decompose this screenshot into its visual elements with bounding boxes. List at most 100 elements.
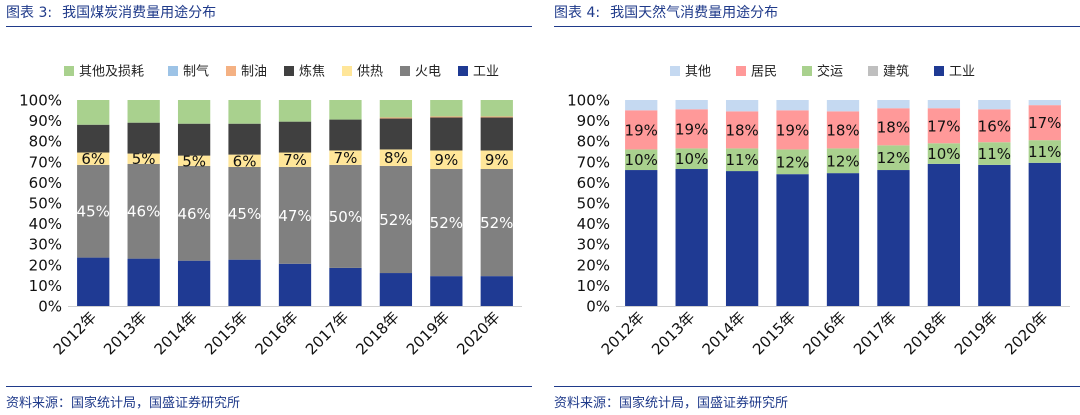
gas-legend-swatch <box>868 66 878 76</box>
coal-bar-stack: 52% 9% <box>480 100 513 306</box>
gas-legend-item: 居民 <box>736 65 777 80</box>
gas-source-rule <box>554 386 1080 387</box>
coal-bar-segment <box>480 276 513 306</box>
coal-title-rule <box>6 26 532 27</box>
coal-bar-segment <box>177 123 211 156</box>
coal-bar-segment <box>228 259 261 306</box>
coal-x-tick-label: 2017年 <box>302 308 352 358</box>
gas-data-label: 19% <box>776 121 809 139</box>
coal-data-label: 9% <box>434 151 458 169</box>
coal-legend: 其他及损耗 制气 制油 炼焦 供热 火电 工业 <box>64 64 499 80</box>
gas-legend-label: 居民 <box>751 65 777 80</box>
coal-bar-segment <box>77 124 110 153</box>
coal-legend-label: 炼焦 <box>299 65 325 80</box>
gas-x-tick-label: 2012年 <box>598 308 648 358</box>
gas-bar-segment <box>776 110 809 150</box>
coal-legend-item: 炼焦 <box>284 65 325 80</box>
gas-data-label: 12% <box>776 153 809 171</box>
gas-bar-segment <box>675 148 708 170</box>
gas-x-axis: 2012年 2013年 2014年 2015年 2016年 2017年 2018年 2019年… <box>598 308 1052 358</box>
gas-y-tick-label: 0% <box>586 298 610 316</box>
gas-legend-label: 交运 <box>817 64 843 80</box>
gas-y-tick-label: 80% <box>577 133 610 151</box>
gas-y-tick-label: 70% <box>577 153 610 171</box>
coal-bar-segment <box>278 166 312 264</box>
gas-legend-swatch <box>802 66 812 76</box>
gas-bar-segment <box>725 148 759 172</box>
gas-legend-item: 交运 <box>802 64 843 80</box>
coal-title-text: 我国煤炭消费量用途分布 <box>62 5 217 21</box>
gas-y-tick-label: 50% <box>577 195 610 213</box>
gas-bar-stack: 12% 18% <box>877 100 910 306</box>
coal-bar-segment <box>177 100 211 124</box>
gas-bar-segment <box>978 142 1011 165</box>
gas-x-tick-label: 2016年 <box>799 308 849 358</box>
coal-bar-segment <box>77 257 110 306</box>
gas-bar-segment <box>927 108 961 144</box>
gas-bar-segment <box>1028 140 1061 163</box>
gas-bar-segment <box>877 100 910 109</box>
coal-bar-segment <box>430 116 463 118</box>
coal-legend-swatch <box>284 66 294 76</box>
coal-bar-segment <box>480 100 513 117</box>
gas-bar-segment <box>826 100 860 112</box>
coal-x-tick-label: 2014年 <box>151 308 201 358</box>
coal-y-tick-label: 10% <box>29 277 62 295</box>
coal-data-label: 9% <box>485 151 509 169</box>
coal-data-label: 6% <box>81 150 105 168</box>
gas-data-label: 11% <box>725 151 758 169</box>
gas-bar-segment <box>927 163 961 306</box>
gas-data-label: 17% <box>927 117 960 135</box>
gas-bar-segment <box>725 100 759 112</box>
coal-bar-stack: 46% 5% <box>127 100 160 306</box>
gas-x-tick-label: 2013年 <box>648 308 698 358</box>
coal-y-tick-label: 20% <box>29 256 62 274</box>
gas-bar-stack: 10% 19% <box>675 100 708 306</box>
coal-data-label: 5% <box>182 152 206 170</box>
coal-data-label: 45% <box>228 205 261 223</box>
gas-bar-segment <box>927 100 961 109</box>
coal-bar-stack: 45% 6% <box>77 100 110 306</box>
gas-y-tick-label: 90% <box>577 112 610 130</box>
gas-bar-segment <box>978 164 1011 306</box>
gas-bar-segment <box>826 148 860 174</box>
gas-data-label: 10% <box>625 151 658 169</box>
gas-bar-segment <box>675 100 708 110</box>
gas-bar-stack: 11% 18% <box>725 100 759 306</box>
coal-legend-swatch <box>342 66 352 76</box>
gas-bar-segment <box>725 111 759 149</box>
coal-legend-swatch <box>458 66 468 76</box>
coal-bar-segment <box>278 100 312 122</box>
coal-legend-item: 制气 <box>168 64 209 80</box>
coal-x-tick-label: 2016年 <box>251 308 301 358</box>
coal-bar-stack: 52% 9% <box>430 100 463 306</box>
gas-bar-segment <box>978 100 1011 110</box>
coal-data-label: 46% <box>177 205 210 223</box>
coal-bar-segment <box>480 117 513 151</box>
coal-figure-label: 图表 3: <box>6 5 53 21</box>
coal-bar-segment <box>177 155 211 166</box>
gas-chart-panel: 图表 4: 我国天然气消费量用途分布 其他 居民 交运 建筑 工业 0% 10% 20% 30% 4… <box>554 0 1080 415</box>
coal-x-tick-label: 2015年 <box>201 308 251 358</box>
gas-legend-item: 建筑 <box>868 64 909 80</box>
gas-bar-segment <box>776 149 809 175</box>
coal-legend-item: 工业 <box>458 65 499 80</box>
gas-bar-stack: 10% 17% <box>927 100 961 306</box>
gas-bar-segment <box>675 109 708 149</box>
gas-x-tick-label: 2020年 <box>1001 308 1051 358</box>
coal-bar-segment <box>480 116 513 118</box>
coal-bar-segment <box>278 152 312 167</box>
coal-data-label: 52% <box>480 214 513 232</box>
coal-y-tick-label: 0% <box>38 298 62 316</box>
gas-y-tick-label: 100% <box>567 92 610 110</box>
gas-data-label: 18% <box>877 118 910 136</box>
coal-bar-segment <box>379 165 413 274</box>
gas-bar-segment <box>675 169 708 306</box>
gas-data-label: 18% <box>826 121 859 139</box>
gas-x-tick-label: 2014年 <box>699 308 749 358</box>
coal-bar-segment <box>379 100 413 118</box>
gas-legend-item: 其他 <box>670 65 711 80</box>
coal-data-label: 5% <box>132 150 156 168</box>
gas-y-axis: 0% 10% 20% 30% 40% 50% 60% 70% 80% 90% 100% <box>567 92 610 316</box>
coal-legend-item: 其他及损耗 <box>64 65 144 80</box>
